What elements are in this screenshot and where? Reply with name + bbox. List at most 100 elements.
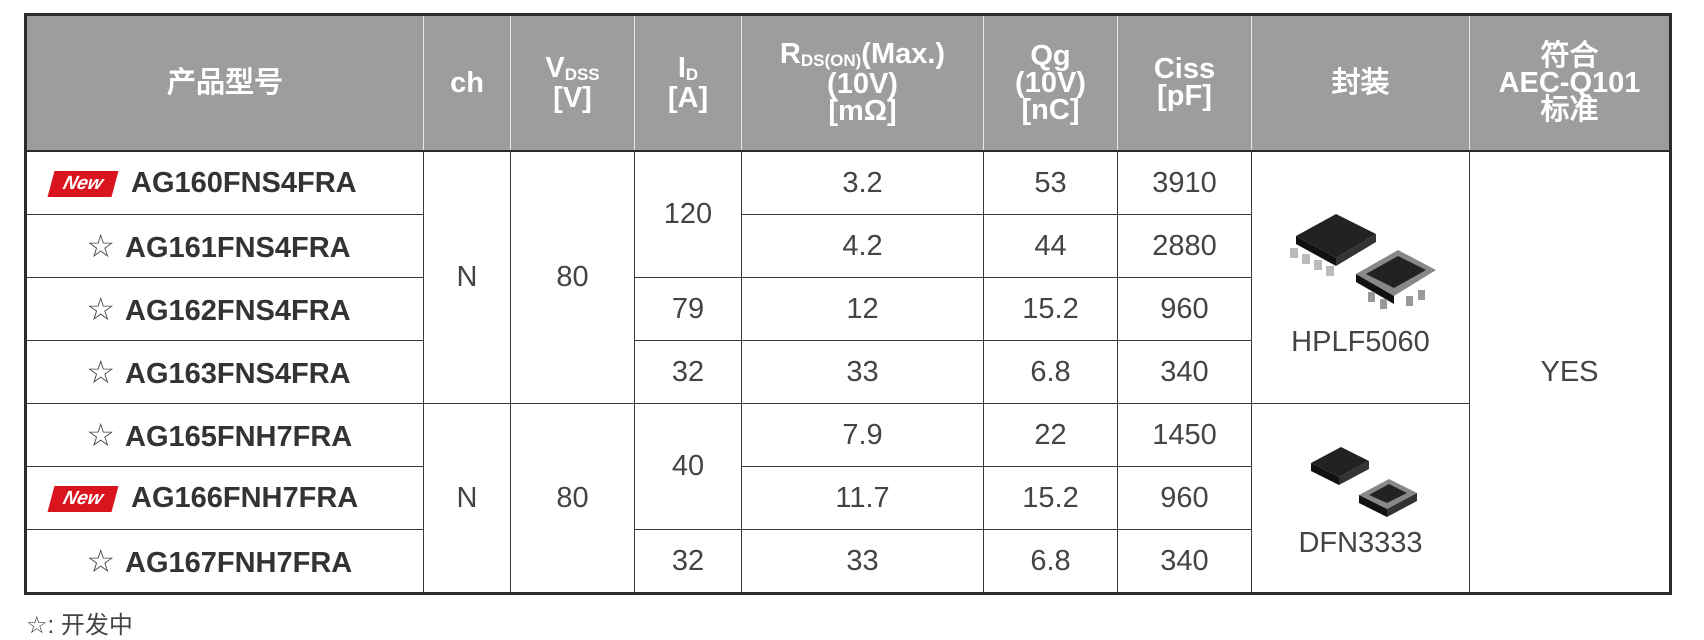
table-cell: N	[423, 403, 511, 594]
part-number: AG166FNH7FRA	[131, 481, 359, 514]
element	[1368, 483, 1407, 503]
element	[1295, 214, 1376, 258]
header-text: V	[545, 51, 565, 84]
table-cell: 6.8	[983, 529, 1118, 594]
table-cell: 3.2	[741, 150, 984, 215]
table-cell: 80	[510, 403, 635, 594]
header-line: VDSS	[511, 51, 634, 85]
table-cell: 40	[634, 403, 742, 530]
table-cell: 960	[1117, 277, 1252, 341]
header-subscript: DS(ON)	[800, 51, 862, 70]
element	[1289, 248, 1334, 276]
header-line: [nC]	[1021, 93, 1080, 126]
table-cell: 33	[741, 529, 984, 594]
package-image	[1310, 446, 1417, 517]
header-line: AEC-Q101	[1498, 66, 1641, 99]
part-number: AG161FNS4FRA	[125, 232, 351, 264]
element	[1325, 266, 1334, 276]
table-cell: 53	[983, 150, 1118, 215]
element	[1310, 462, 1339, 485]
header-cell: 产品型号	[25, 14, 424, 152]
header-cell: 符合 AEC-Q101 标准	[1469, 14, 1671, 152]
product-table: 产品型号 ch VDSS [V] ID [A] RDS(ON)(Max.) (10V) [mΩ]…	[24, 13, 1672, 595]
element	[1405, 296, 1413, 306]
table-cell: 7.9	[741, 403, 984, 467]
element	[1417, 290, 1425, 300]
element: ☆ AG161FNS4FRA 4.2 44 2880	[25, 214, 1671, 278]
table-cell: 1450	[1117, 403, 1252, 467]
table-cell: 960	[1117, 466, 1252, 530]
header-line: (10V)	[827, 68, 898, 100]
table-cell: 79	[634, 277, 742, 341]
dev-marker: ☆	[86, 290, 115, 328]
header-line: [V]	[553, 81, 592, 114]
header-line: 标准	[1540, 93, 1599, 126]
new-badge: New	[47, 170, 119, 197]
table-cell: YES	[1469, 150, 1671, 594]
header-cell: RDS(ON)(Max.) (10V) [mΩ]	[741, 14, 984, 152]
header-line: ID	[635, 53, 741, 85]
element: ☆ AG163FNS4FRA 32 33 6.8 340	[25, 340, 1671, 404]
element: HPLF5060	[1291, 326, 1430, 358]
table-cell: ☆ AG167FNH7FRA	[25, 529, 424, 594]
element	[1313, 260, 1322, 270]
header-line: Qg	[1030, 39, 1071, 72]
table-cell: HPLF5060	[1251, 150, 1470, 404]
element: DFN3333	[1252, 437, 1469, 560]
table-cell: 3910	[1117, 150, 1252, 215]
table-cell: 2880	[1117, 214, 1252, 278]
dev-marker: ☆	[86, 542, 115, 580]
dev-marker: ☆	[86, 353, 115, 391]
element: DFN3333	[1298, 526, 1423, 559]
part-number: AG165FNH7FRA	[125, 421, 353, 453]
element: New AG160FNS4FRA N 80 120 3.2 53 3910 HPLF5…	[25, 150, 1671, 594]
table-cell: 12	[741, 277, 984, 341]
header-cell: Qg (10V) [nC]	[983, 14, 1118, 152]
element	[1365, 256, 1426, 288]
table-cell: 80	[510, 150, 635, 404]
element	[1358, 494, 1387, 517]
element	[1367, 292, 1375, 302]
element: 产品型号 ch VDSS [V] ID [A] RDS(ON)(Max.) (10V) [mΩ]…	[25, 14, 1671, 152]
element	[1289, 248, 1298, 258]
table-cell: 32	[634, 340, 742, 404]
table-cell: 340	[1117, 340, 1252, 404]
header-text: R	[779, 38, 801, 70]
element: ☆ AG167FNH7FRA 32 33 6.8 340	[25, 529, 1671, 594]
header-line: (10V)	[1015, 66, 1086, 99]
header-cell: ID [A]	[634, 14, 742, 152]
table-cell: ☆ AG165FNH7FRA	[25, 403, 424, 467]
part-number: AG160FNS4FRA	[131, 166, 357, 199]
table-cell: 11.7	[741, 466, 984, 530]
header-line: [A]	[667, 81, 709, 114]
header-cell: VDSS [V]	[510, 14, 635, 152]
element	[1379, 299, 1387, 309]
part-number: AG163FNS4FRA	[125, 358, 351, 390]
table-cell: 15.2	[983, 277, 1118, 341]
element	[1335, 234, 1376, 266]
header-line: [mΩ]	[828, 95, 897, 127]
header-subscript: DSS	[564, 64, 600, 84]
table-cell: 4.2	[741, 214, 984, 278]
header-line: [pF]	[1157, 80, 1212, 112]
header-line: RDS(ON)(Max.)	[742, 38, 983, 71]
new-badge: New	[47, 485, 119, 512]
header-line: Ciss	[1153, 53, 1216, 85]
element: HPLF5060	[1252, 196, 1469, 359]
element	[1355, 274, 1394, 304]
header-row: 产品型号 ch VDSS [V] ID [A] RDS(ON)(Max.) (10V) [mΩ]…	[25, 14, 1671, 152]
table-cell: 6.8	[983, 340, 1118, 404]
header-subscript: D	[685, 64, 699, 84]
element	[1310, 446, 1369, 477]
header-line: 产品型号	[166, 66, 283, 99]
element	[1295, 236, 1336, 266]
table-cell: N	[423, 150, 511, 404]
table-cell: 15.2	[983, 466, 1118, 530]
element: ☆ AG165FNH7FRA N 80 40 7.9 22 1450 DFN3333	[25, 403, 1671, 594]
table-cell: 22	[983, 403, 1118, 467]
element	[1386, 492, 1417, 517]
header-cell: 封装	[1251, 14, 1470, 152]
element	[1301, 254, 1310, 264]
table-cell: 340	[1117, 529, 1252, 594]
